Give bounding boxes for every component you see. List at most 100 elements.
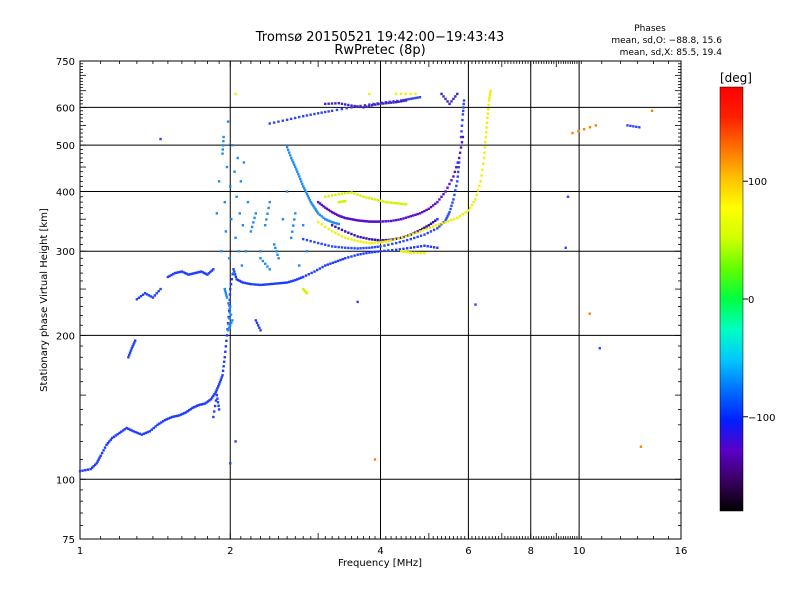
data-point <box>274 246 277 250</box>
data-point <box>229 462 232 465</box>
data-point <box>243 281 247 285</box>
data-point <box>303 189 307 192</box>
data-point <box>148 430 152 433</box>
data-point <box>339 200 342 204</box>
data-point <box>330 221 334 224</box>
data-point <box>323 225 327 229</box>
data-point <box>301 237 305 241</box>
x-tick-label: 8 <box>528 546 534 557</box>
data-point <box>407 251 410 254</box>
data-point <box>441 222 444 225</box>
data-point <box>106 441 110 445</box>
data-point <box>227 326 231 329</box>
data-point <box>368 241 371 245</box>
data-point <box>221 144 225 147</box>
data-point <box>404 92 408 96</box>
data-point <box>225 296 229 299</box>
data-point <box>224 292 228 295</box>
data-point <box>452 97 455 101</box>
data-point <box>354 218 358 222</box>
data-point <box>416 245 419 248</box>
data-point <box>92 465 95 468</box>
y-tick-label: 750 <box>56 57 75 68</box>
data-point <box>639 445 643 448</box>
data-point <box>356 253 359 256</box>
data-point <box>263 283 267 286</box>
data-point <box>230 277 234 281</box>
data-point <box>489 91 492 95</box>
data-point <box>487 99 491 102</box>
data-point <box>455 184 458 188</box>
data-point <box>330 230 334 233</box>
data-point <box>212 394 215 398</box>
data-point <box>118 431 121 435</box>
data-point <box>285 146 289 149</box>
data-point <box>482 156 486 160</box>
data-point <box>393 238 397 241</box>
data-point <box>423 209 426 213</box>
data-point <box>295 168 298 171</box>
data-point <box>223 360 226 363</box>
data-point <box>418 95 422 99</box>
data-point <box>456 161 459 164</box>
data-point <box>460 130 463 133</box>
data-point <box>359 247 362 250</box>
data-point <box>302 187 306 190</box>
data-point <box>387 101 390 105</box>
data-point <box>305 292 309 295</box>
data-point <box>200 270 203 273</box>
data-point <box>332 211 335 215</box>
data-point <box>447 219 450 223</box>
data-point <box>415 231 418 234</box>
data-point <box>446 186 449 189</box>
data-point <box>457 156 461 160</box>
data-series <box>316 135 465 223</box>
data-point <box>356 193 359 196</box>
data-point <box>440 195 443 199</box>
data-point <box>329 220 332 223</box>
data-point <box>376 220 379 223</box>
data-point <box>137 296 141 299</box>
data-point <box>460 141 464 144</box>
data-point <box>286 148 290 152</box>
data-point <box>394 241 398 245</box>
data-point <box>383 244 386 247</box>
data-point <box>337 214 341 217</box>
data-point <box>482 162 485 166</box>
data-point <box>397 237 400 240</box>
data-point <box>362 246 365 250</box>
data-point <box>93 463 97 466</box>
data-point <box>212 268 215 271</box>
data-point <box>192 272 195 275</box>
data-point <box>301 114 305 118</box>
data-point <box>409 237 412 241</box>
data-point <box>398 248 402 251</box>
data-point <box>127 427 130 431</box>
data-point <box>301 182 304 186</box>
data-point <box>291 230 294 233</box>
data-point <box>488 94 492 97</box>
data-point <box>402 235 405 239</box>
data-point <box>431 221 435 224</box>
data-point <box>422 228 425 232</box>
data-point <box>379 102 382 106</box>
colorbar-gradient <box>719 86 744 512</box>
data-point <box>208 399 211 402</box>
data-point <box>241 281 245 284</box>
data-point <box>409 97 412 101</box>
data-point <box>231 319 234 322</box>
data-point <box>459 146 463 149</box>
data-point <box>292 161 295 164</box>
data-point <box>401 236 404 239</box>
data-point <box>224 230 228 233</box>
data-point <box>389 239 393 242</box>
data-point <box>320 242 323 246</box>
data-point <box>408 234 411 237</box>
data-point <box>384 238 387 242</box>
data-point <box>200 403 204 406</box>
data-point <box>353 218 356 222</box>
data-point <box>130 429 133 432</box>
data-point <box>450 179 453 182</box>
data-point <box>362 240 365 244</box>
data-point <box>316 200 320 204</box>
